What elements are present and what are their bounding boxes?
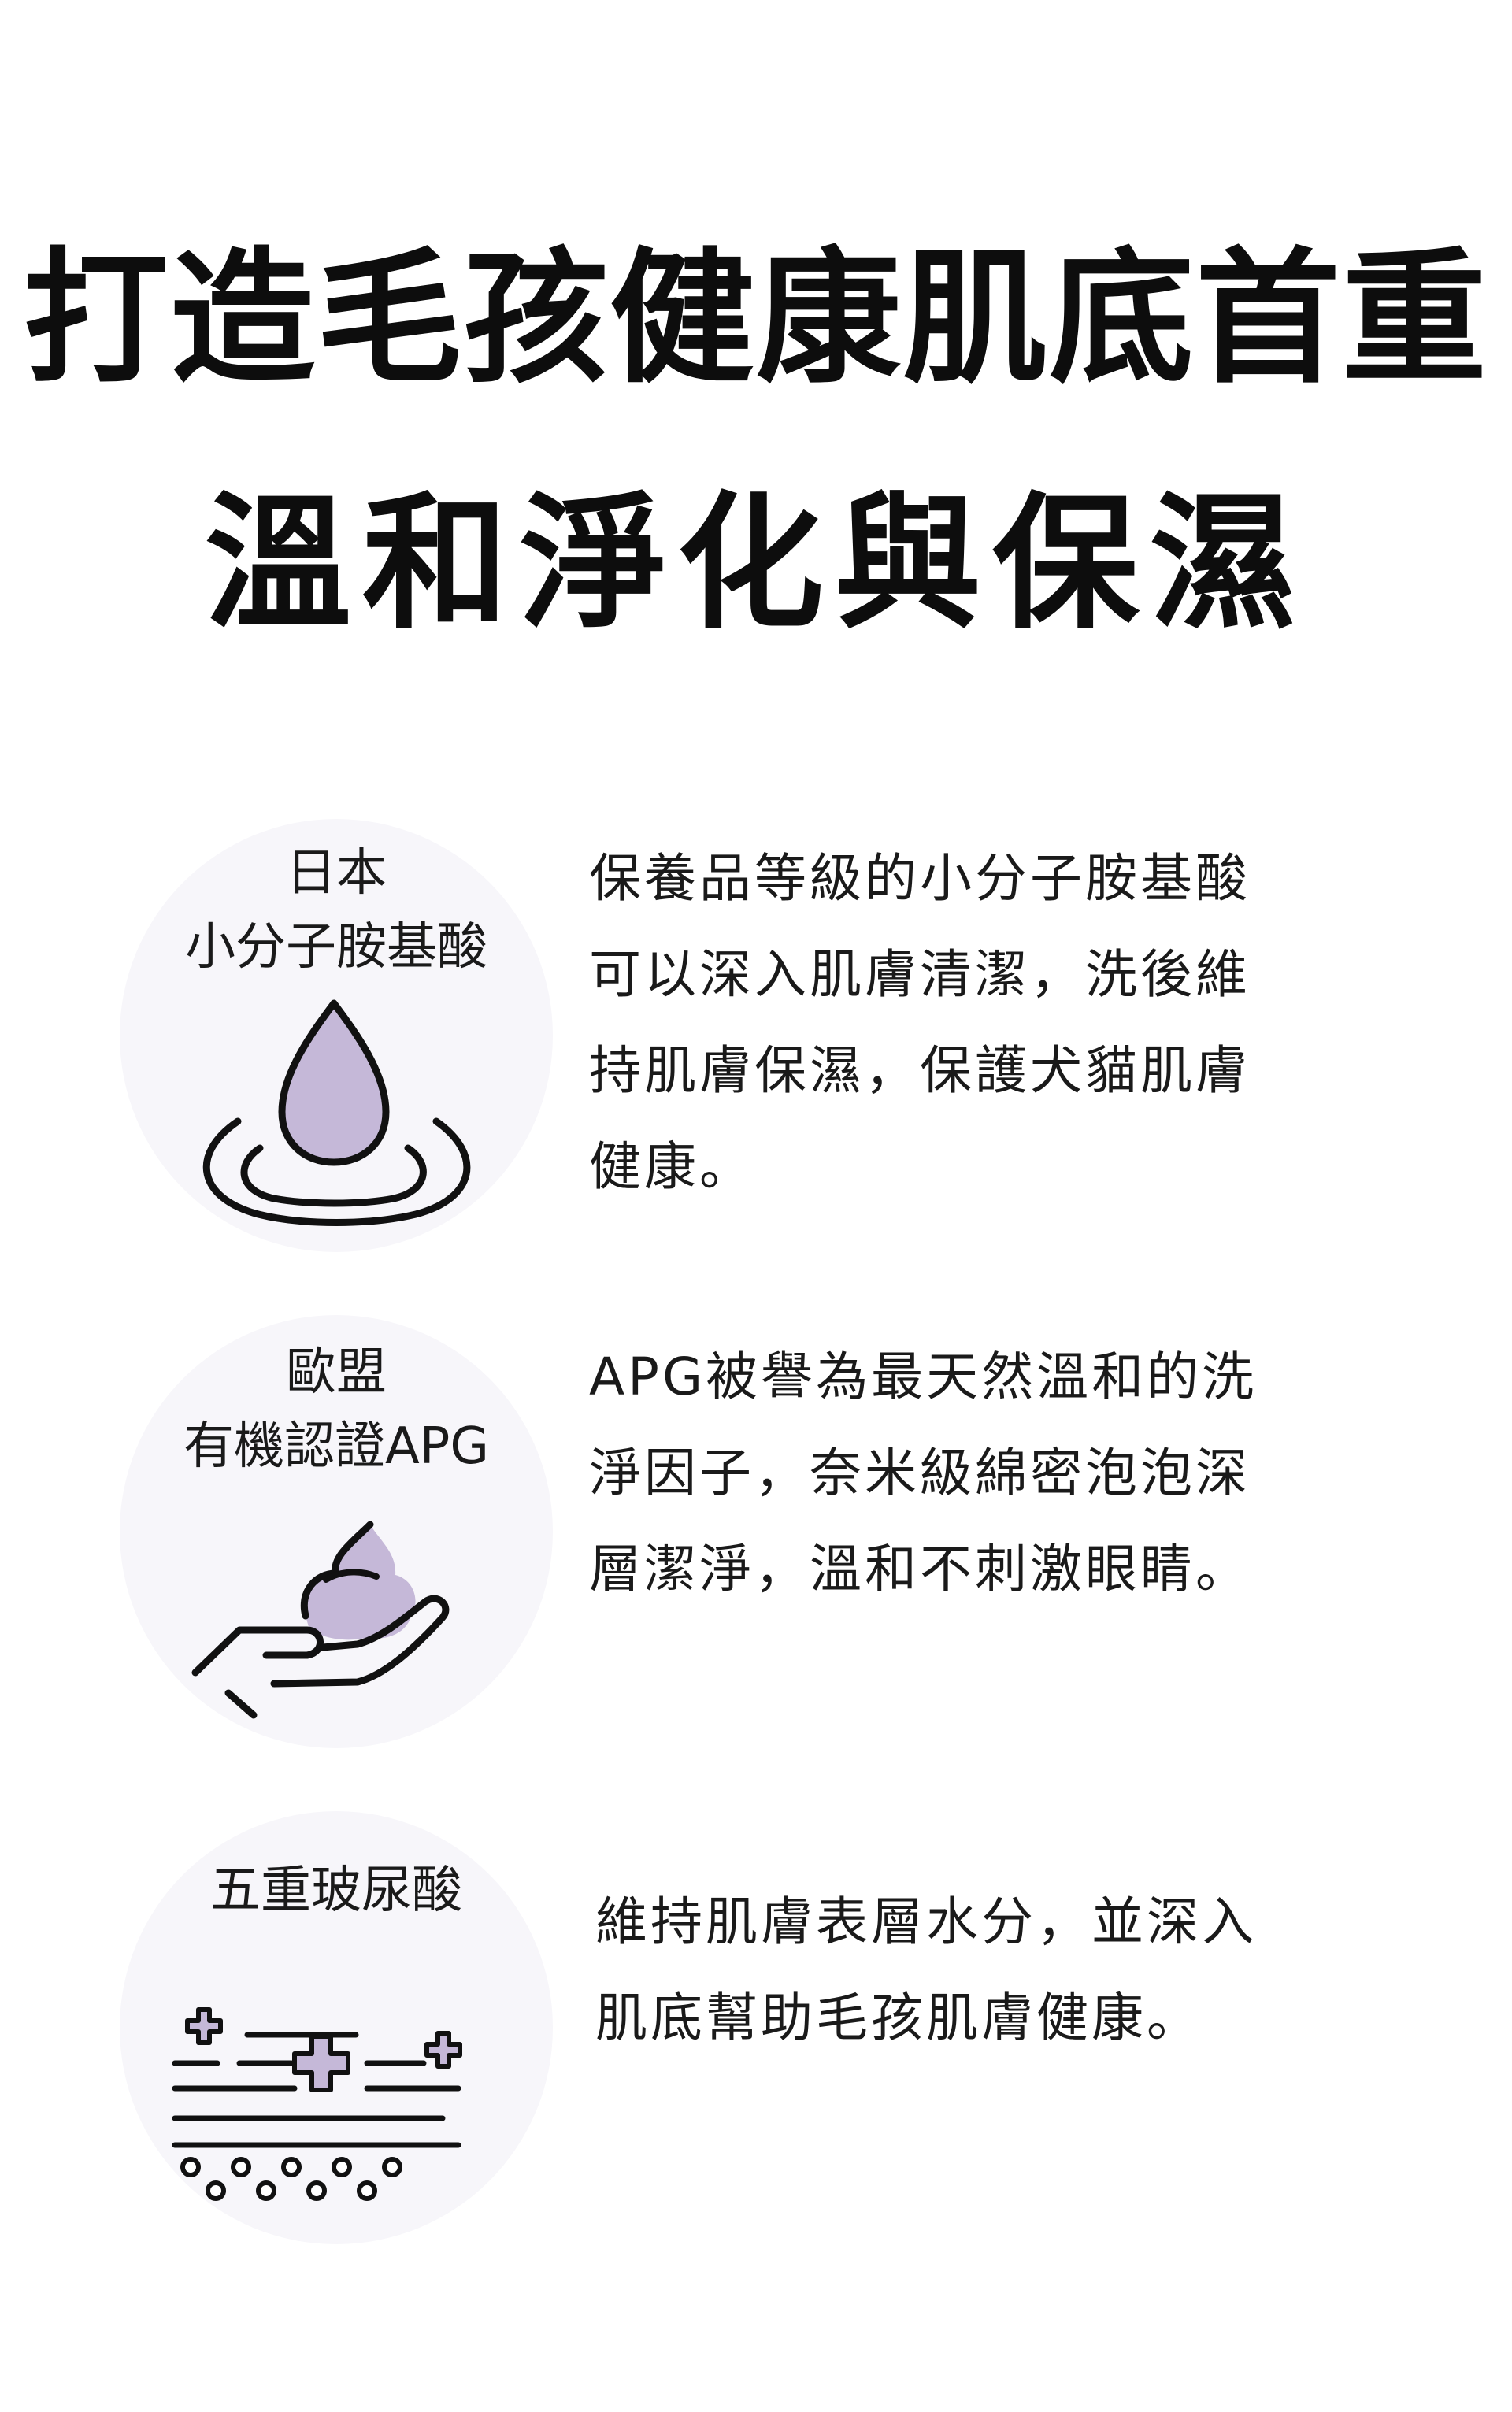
headline-line-2: 溫和淨化與保濕 <box>204 478 1307 649</box>
description-line: 層潔淨，溫和不刺激眼睛。 <box>589 1539 1251 1599</box>
headline-line-1: 打造毛孩健康肌底首重 <box>23 235 1488 403</box>
feature-circle-hyaluronic: 五重玻尿酸 <box>120 1811 553 2244</box>
feature-description-amino-acid: 保養品等級的小分子胺基酸 可以深入肌膚清潔，洗後維 持肌膚保濕，保護犬貓肌膚 健… <box>589 831 1377 1215</box>
feature-title-line: 日本 <box>286 844 387 902</box>
feature-description-apg: APG被譽為最天然溫和的洗 淨因子，奈米級綿密泡泡深 層潔淨，溫和不刺激眼睛。 <box>589 1329 1377 1617</box>
water-drop-icon <box>202 999 471 1226</box>
feature-title-line: 有機認證APG <box>183 1417 489 1476</box>
feature-title-apg: 歐盟 有機認證APG <box>120 1336 553 1484</box>
feature-title-line: 五重玻尿酸 <box>210 1862 462 1920</box>
feature-circle-apg: 歐盟 有機認證APG <box>120 1315 553 1748</box>
description-line: 可以深入肌膚清潔，洗後維 <box>589 944 1251 1005</box>
description-line: 保養品等級的小分子胺基酸 <box>589 848 1251 909</box>
description-line: 肌底幫助毛孩肌膚健康。 <box>595 1988 1202 2048</box>
description-line: APG被譽為最天然溫和的洗 <box>589 1347 1258 1407</box>
description-line: 持肌膚保濕，保護犬貓肌膚 <box>589 1040 1251 1101</box>
feature-circle-amino-acid: 日本 小分子胺基酸 <box>120 819 553 1252</box>
hyaluronic-layers-icon <box>172 2007 462 2201</box>
feature-title-hyaluronic: 五重玻尿酸 <box>120 1854 553 1928</box>
feature-title-amino-acid: 日本 小分子胺基酸 <box>120 836 553 984</box>
feature-title-line: 小分子胺基酸 <box>185 918 487 976</box>
feature-title-line: 歐盟 <box>286 1343 387 1402</box>
description-line: 維持肌膚表層水分，並深入 <box>595 1891 1257 1952</box>
description-line: 淨因子，奈米級綿密泡泡深 <box>589 1443 1251 1503</box>
foam-hand-icon <box>191 1521 450 1719</box>
feature-description-hyaluronic: 維持肌膚表層水分，並深入 肌底幫助毛孩肌膚健康。 <box>595 1874 1383 2066</box>
description-line: 健康。 <box>589 1136 754 1197</box>
